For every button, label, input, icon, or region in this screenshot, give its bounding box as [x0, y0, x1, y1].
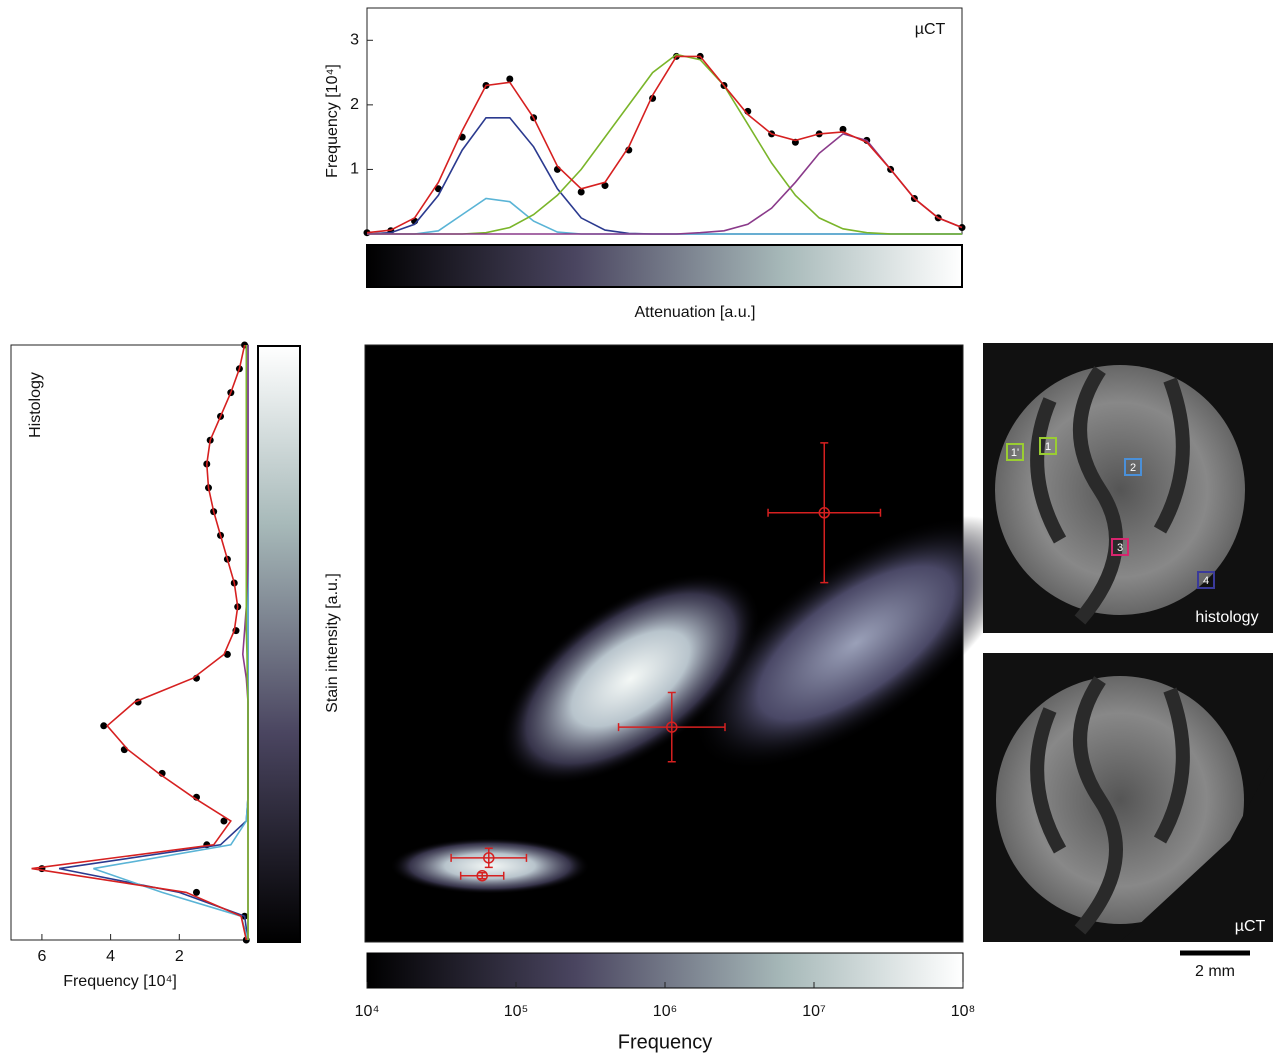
colorbar-attenuation	[366, 244, 963, 288]
y-error-bar	[478, 871, 487, 880]
colorbar-tick-label: 10⁵	[504, 1003, 528, 1020]
panel-label: histology	[1195, 609, 1258, 626]
fit-line	[367, 133, 963, 235]
data-point	[839, 125, 847, 133]
roi-label: 1	[1045, 441, 1051, 453]
roi-label: 1'	[1011, 447, 1019, 459]
roi-box	[1197, 571, 1215, 589]
y-tick-label: 3	[350, 32, 359, 49]
data-point	[958, 224, 966, 232]
roi-box	[1039, 437, 1057, 455]
density-blob	[693, 515, 1019, 771]
y-error-bar	[484, 847, 493, 869]
roi-box	[1006, 443, 1024, 461]
heatmap-density	[500, 515, 1019, 785]
data-point	[223, 650, 231, 658]
data-point	[483, 852, 495, 864]
data-point	[100, 722, 108, 730]
y-axis-title: Stain intensity [a.u.]	[324, 573, 341, 713]
roi-box	[1124, 458, 1142, 476]
x-axis-title: Attenuation [a.u.]	[635, 304, 756, 321]
colorbar-tick-label: 10⁶	[653, 1003, 677, 1020]
fit-line	[31, 344, 248, 941]
density-blob	[500, 572, 761, 785]
scale-bar-label: 2 mm	[1195, 963, 1235, 980]
histology-folds	[1030, 366, 1190, 625]
x-tick-label: 6	[37, 948, 46, 965]
fit-line	[366, 117, 962, 235]
density-blob	[390, 838, 590, 894]
data-point	[192, 888, 200, 896]
x-tick-label: 2	[175, 948, 184, 965]
fit-line	[367, 197, 962, 235]
colorbar-stain	[257, 345, 301, 943]
y-axis-title: Frequency [10⁴]	[324, 64, 341, 178]
y-tick-label: 2	[350, 96, 359, 113]
data-point	[220, 817, 228, 825]
colorbar-tick-label: 10⁸	[951, 1003, 976, 1020]
y-tick-label: 1	[350, 161, 359, 178]
plot-frame	[364, 344, 964, 943]
data-point	[577, 188, 585, 196]
fit-line	[366, 55, 963, 234]
data-point	[476, 869, 488, 882]
roi-label: 3	[1117, 542, 1123, 554]
annotation: µCT	[915, 21, 946, 38]
x-axis-title: Frequency [10⁴]	[63, 973, 177, 990]
x-tick-label: 4	[106, 948, 115, 965]
data-point	[666, 721, 678, 733]
fit-line	[58, 345, 249, 941]
uct-folds	[1030, 676, 1190, 935]
fit-line	[245, 345, 249, 940]
roi-label: 4	[1203, 575, 1209, 587]
y-error-bar	[820, 442, 829, 584]
uct-cut	[1120, 760, 1273, 942]
data-point	[601, 182, 609, 190]
colorbar-tick-label: 10⁴	[355, 1003, 380, 1020]
data-point	[818, 507, 831, 519]
panel-label: µCT	[1235, 918, 1266, 935]
y-error-bar	[667, 691, 676, 763]
roi-box	[1111, 538, 1129, 556]
roi-label: 2	[1130, 462, 1136, 474]
colorbar-tick-label: 10⁷	[802, 1003, 826, 1020]
colorbar-label: Frequency	[618, 1031, 713, 1053]
data-point	[506, 75, 514, 83]
plot-frame	[366, 7, 963, 235]
annotation: Histology	[27, 372, 44, 438]
